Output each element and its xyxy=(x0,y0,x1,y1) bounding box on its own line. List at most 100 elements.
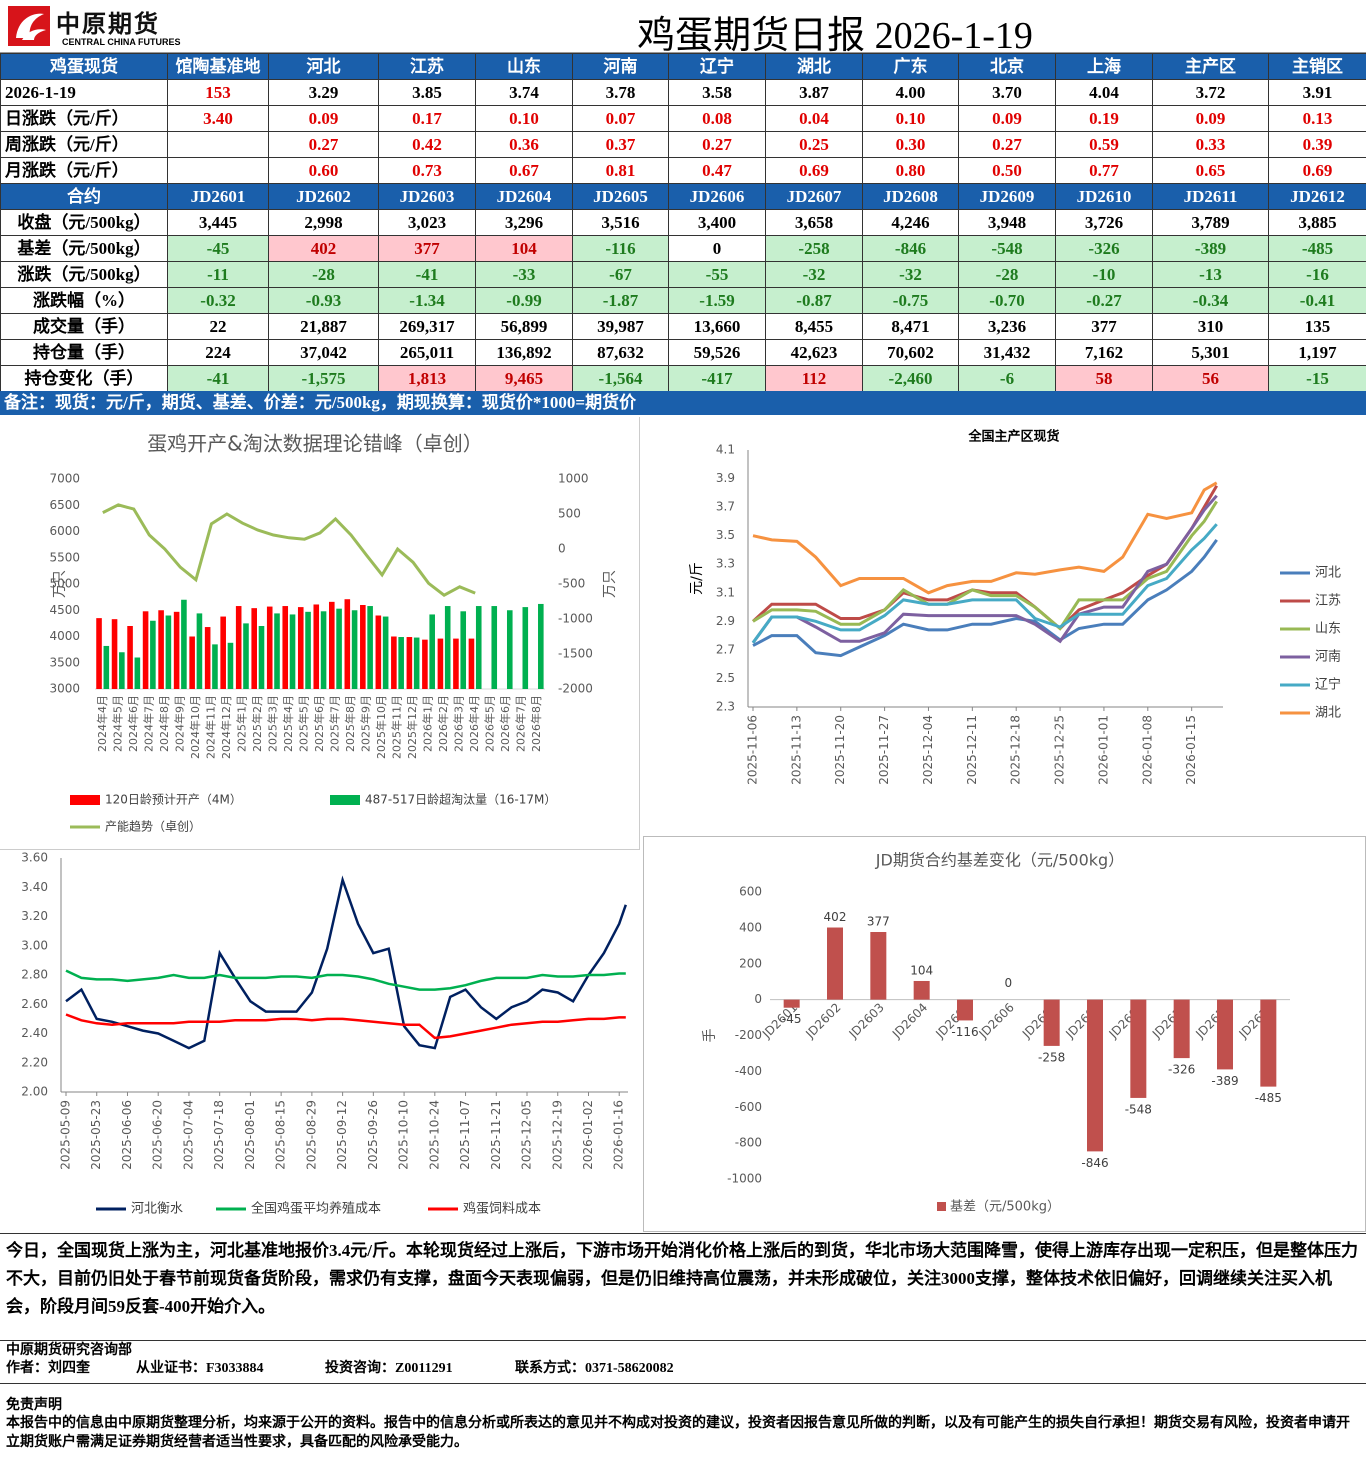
value-cell: 0.69 xyxy=(1268,157,1366,184)
value-cell: -1,564 xyxy=(572,365,669,392)
value-cell: 0.09 xyxy=(268,105,379,132)
x-tick-label: 2025-12-18 xyxy=(1009,715,1023,785)
y-tick-label: 3.40 xyxy=(21,880,48,894)
value-cell: 0.07 xyxy=(572,105,669,132)
y-tick-label: 3.3 xyxy=(716,557,735,571)
table-row: 2026-1-19 153 3.29 3.85 3.74 3.78 3.58 3.87 4.00… xyxy=(0,79,1366,106)
x-tick-label: 2025-11-21 xyxy=(489,1100,503,1170)
row-label: 月涨跌（元/斤） xyxy=(0,157,168,184)
value-cell: 59,526 xyxy=(668,339,766,366)
x-tick-label: 2025-12-04 xyxy=(921,715,935,785)
divider xyxy=(0,1383,1366,1384)
header-cell: JD2604 xyxy=(475,183,573,210)
header-row: 合约 JD2601 JD2602 JD2603 JD2604 JD2605 JD2606 JD… xyxy=(0,183,1366,210)
value-cell: -0.41 xyxy=(1268,287,1366,314)
value-cell: -15 xyxy=(1268,365,1366,392)
consult: 投资咨询：Z0011291 xyxy=(325,1361,453,1376)
value-cell: 42,623 xyxy=(765,339,863,366)
value-cell: -41 xyxy=(378,261,476,288)
value-cell: -0.99 xyxy=(475,287,573,314)
header-cell: JD2610 xyxy=(1055,183,1153,210)
value-cell: 2,998 xyxy=(268,209,379,236)
header-cell: 山东 xyxy=(475,53,573,80)
value-cell: 1,813 xyxy=(378,365,476,392)
value-cell: -1.59 xyxy=(668,287,766,314)
y-tick-label: 2.7 xyxy=(716,642,735,656)
series-line xyxy=(65,875,627,1050)
x-tick-label: 2025-09-26 xyxy=(366,1100,380,1170)
series-line xyxy=(752,481,1218,595)
x-tick-label: 2025-09-12 xyxy=(335,1100,349,1170)
note: 备注：现货：元/斤，期货、基差、价差：元/500kg，期现换算：现货价*1000… xyxy=(0,391,1366,415)
y-tick-label: 2.9 xyxy=(716,614,735,628)
value-cell: 8,455 xyxy=(765,313,863,340)
legend-label: 辽宁 xyxy=(1315,677,1341,693)
value-cell: 0.27 xyxy=(958,131,1056,158)
value-cell: 0.42 xyxy=(378,131,476,158)
value-cell: 0.30 xyxy=(862,131,959,158)
value-cell: 0.81 xyxy=(572,157,669,184)
value-cell: -28 xyxy=(268,261,379,288)
value-cell: 3,726 xyxy=(1055,209,1153,236)
value-cell: 3.70 xyxy=(958,79,1056,106)
value-cell: 70,602 xyxy=(862,339,959,366)
header-cell: JD2602 xyxy=(268,183,379,210)
value-cell: -10 xyxy=(1055,261,1153,288)
value-cell: -28 xyxy=(958,261,1056,288)
value-cell: 0 xyxy=(668,235,766,262)
value-cell: 0.27 xyxy=(668,131,766,158)
y-tick-label: 2.80 xyxy=(21,968,48,982)
x-tick-label: 2025-08-15 xyxy=(274,1100,288,1170)
divider xyxy=(0,1340,1366,1341)
header-cell: JD2605 xyxy=(572,183,669,210)
value-cell: -485 xyxy=(1268,235,1366,262)
x-tick-label: 2025-12-11 xyxy=(965,715,979,785)
x-tick-label: 2026-01-08 xyxy=(1140,715,1154,785)
row-label: 涨跌（元/500kg） xyxy=(0,261,168,288)
x-tick-label: 2025-10-10 xyxy=(397,1100,411,1170)
data-table: 鸡蛋现货 馆陶基准地 河北 江苏 山东 河南 辽宁 湖北 广东 北京 上海 主产区 主销区 2026-1-… xyxy=(0,53,1366,184)
value-cell: 224 xyxy=(167,339,269,366)
value-cell: -417 xyxy=(668,365,766,392)
value-cell: 3.58 xyxy=(668,79,766,106)
y-tick-label: 2.40 xyxy=(21,1026,48,1040)
series-line xyxy=(752,500,1218,631)
value-cell: 0.67 xyxy=(475,157,573,184)
x-tick-label: 2025-06-20 xyxy=(151,1100,165,1170)
x-tick-label: 2025-11-13 xyxy=(789,715,803,785)
value-cell: -1.87 xyxy=(572,287,669,314)
value-cell: 0.04 xyxy=(765,105,863,132)
row-label: 持仓量（手） xyxy=(0,339,168,366)
value-cell: -1,575 xyxy=(268,365,379,392)
value-cell: -11 xyxy=(167,261,269,288)
y-tick-label: 3.1 xyxy=(716,585,735,599)
value-cell: 3,023 xyxy=(378,209,476,236)
value-cell: 3.85 xyxy=(378,79,476,106)
value-cell: 4.04 xyxy=(1055,79,1153,106)
table-row: 基差（元/500kg） -45 402 377 104 -116 0 -258 -846 -548… xyxy=(0,235,1366,262)
legend-label: 湖北 xyxy=(1315,706,1341,721)
x-tick-label: 2025-11-06 xyxy=(746,715,760,785)
value-cell: 56,899 xyxy=(475,313,573,340)
header-row: 鸡蛋现货 馆陶基准地 河北 江苏 山东 河南 辽宁 湖北 广东 北京 上海 主产区 主销区 xyxy=(0,53,1366,80)
y-tick-label: 3.20 xyxy=(21,909,48,923)
header: 中原期货 CENTRAL CHINA FUTURES 鸡蛋期货日报 2026-1… xyxy=(0,0,1366,57)
value-cell: -2,460 xyxy=(862,365,959,392)
value-cell: -33 xyxy=(475,261,573,288)
value-cell: 3,445 xyxy=(167,209,269,236)
value-cell: 0.60 xyxy=(268,157,379,184)
value-cell: 13,660 xyxy=(668,313,766,340)
value-cell: -45 xyxy=(167,235,269,262)
value-cell: 3.78 xyxy=(572,79,669,106)
value-cell: 0.37 xyxy=(572,131,669,158)
row-label: 日涨跌（元/斤） xyxy=(0,105,168,132)
header-cell: 河南 xyxy=(572,53,669,80)
x-tick-label: 2026-01-01 xyxy=(1096,715,1110,785)
header-cell: 主销区 xyxy=(1268,53,1366,80)
header-cell: 广东 xyxy=(862,53,959,80)
legend-label: 江苏 xyxy=(1315,593,1341,609)
value-cell: 269,317 xyxy=(378,313,476,340)
x-tick-label: 2025-05-09 xyxy=(59,1100,73,1170)
x-tick-label: 2025-08-29 xyxy=(304,1100,318,1170)
